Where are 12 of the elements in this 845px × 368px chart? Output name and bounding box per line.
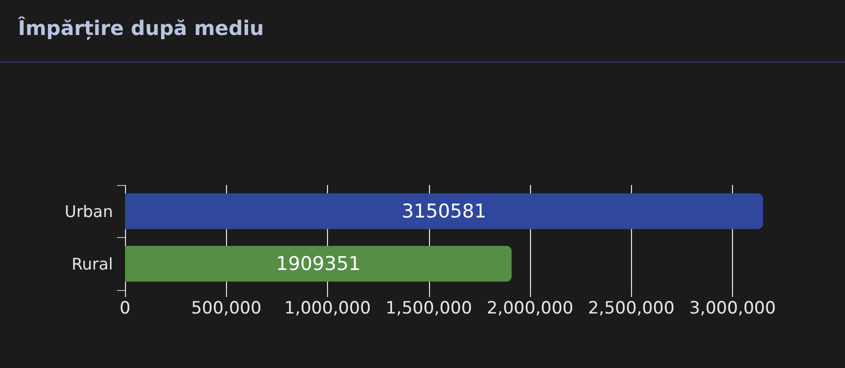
y-tick-label: Rural bbox=[72, 254, 113, 274]
y-tick-label: Urban bbox=[64, 202, 113, 221]
chart-title: Împărțire după mediu bbox=[18, 16, 264, 40]
x-tick-label: 2,500,000 bbox=[588, 298, 675, 318]
x-tick-label: 0 bbox=[120, 298, 130, 318]
x-tick-label: 1,000,000 bbox=[284, 298, 371, 318]
data-label: 1909351 bbox=[276, 252, 361, 275]
x-tick-label: 2,000,000 bbox=[486, 298, 574, 318]
x-tick-label: 3,000,000 bbox=[689, 298, 776, 318]
data-label: 3150581 bbox=[402, 200, 486, 222]
x-tick-label: 500,000 bbox=[191, 298, 262, 318]
x-tick-label: 1,500,000 bbox=[385, 298, 472, 318]
